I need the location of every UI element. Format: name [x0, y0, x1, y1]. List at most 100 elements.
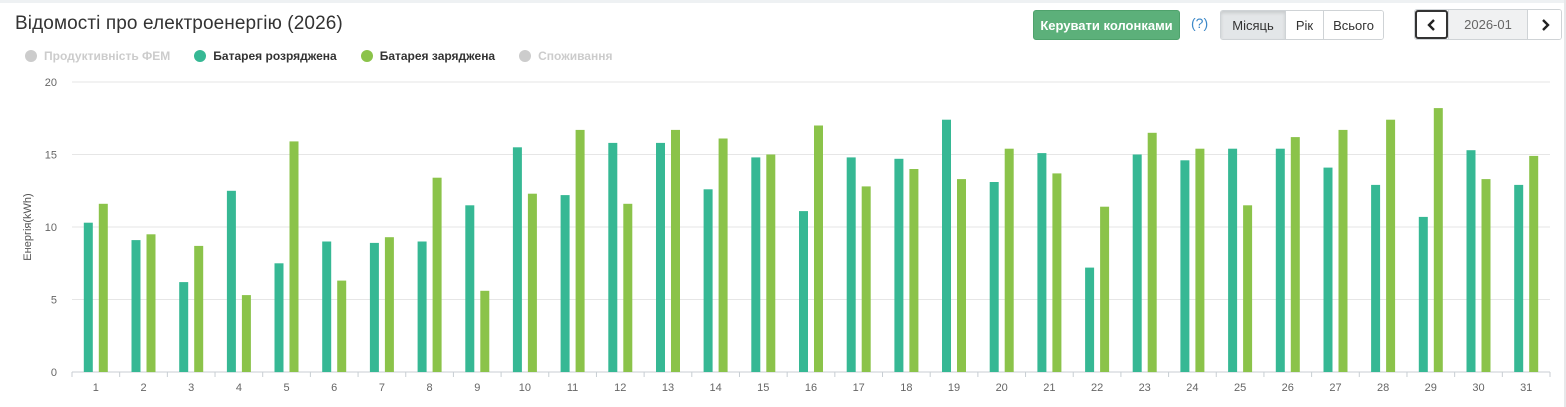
tab-all[interactable]: Всього	[1323, 11, 1383, 39]
bar-discharged-day-8[interactable]	[417, 241, 427, 373]
bar-charged-day-13[interactable]	[671, 129, 680, 372]
bar-charged-day-21[interactable]	[1052, 173, 1062, 372]
x-tick-label: 10	[519, 382, 531, 394]
bar-charged-day-12[interactable]	[623, 203, 633, 372]
bar-charged-day-7[interactable]	[384, 237, 394, 372]
bar-discharged-day-14[interactable]	[703, 189, 713, 372]
bar-discharged-day-3[interactable]	[179, 282, 189, 372]
bar-charged-day-4[interactable]	[241, 295, 251, 372]
legend-item-pv[interactable]: Продуктивність ФЕМ	[25, 49, 170, 63]
chart-legend: Продуктивність ФЕМ Батарея розряджена Ба…	[25, 49, 636, 63]
bar-discharged-day-5[interactable]	[274, 263, 284, 373]
bar-discharged-day-20[interactable]	[989, 182, 999, 372]
y-tick-label: 0	[51, 367, 57, 379]
legend-item-charged[interactable]: Батарея заряджена	[360, 49, 496, 63]
bar-discharged-day-18[interactable]	[894, 158, 904, 372]
bar-charged-day-29[interactable]	[1433, 108, 1443, 372]
x-tick-label: 3	[188, 382, 194, 394]
bar-charged-day-15[interactable]	[766, 154, 776, 373]
bar-charged-day-9[interactable]	[480, 290, 490, 372]
x-tick-label: 16	[805, 382, 817, 394]
bar-discharged-day-11[interactable]	[560, 195, 570, 372]
bar-charged-day-19[interactable]	[957, 179, 966, 372]
bar-charged-day-5[interactable]	[289, 141, 299, 372]
bar-discharged-day-30[interactable]	[1466, 150, 1476, 372]
bar-discharged-day-9[interactable]	[465, 205, 475, 373]
bar-discharged-day-22[interactable]	[1085, 267, 1095, 372]
prev-month-button[interactable]	[1415, 10, 1448, 39]
bar-charged-day-20[interactable]	[1004, 148, 1014, 372]
bar-charged-day-8[interactable]	[432, 177, 442, 372]
tab-year[interactable]: Рік	[1285, 11, 1323, 39]
bar-charged-day-18[interactable]	[909, 169, 919, 372]
x-tick-label: 19	[948, 382, 960, 394]
bar-charged-day-16[interactable]	[814, 125, 823, 373]
bar-discharged-day-25[interactable]	[1228, 148, 1238, 372]
x-tick-label: 7	[379, 382, 385, 394]
x-tick-label: 4	[236, 382, 242, 394]
period-tabs: Місяць Рік Всього	[1220, 10, 1384, 40]
x-tick-label: 12	[614, 382, 626, 394]
bar-charged-day-23[interactable]	[1147, 132, 1157, 373]
x-tick-label: 24	[1186, 382, 1198, 394]
chart-bars	[83, 108, 1539, 373]
legend-label: Батарея заряджена	[379, 49, 496, 63]
bar-discharged-day-10[interactable]	[512, 147, 522, 373]
bar-charged-day-1[interactable]	[98, 203, 108, 372]
bar-charged-day-17[interactable]	[861, 186, 871, 372]
bar-discharged-day-31[interactable]	[1514, 184, 1524, 372]
bar-discharged-day-2[interactable]	[131, 240, 141, 372]
bar-charged-day-25[interactable]	[1243, 205, 1253, 373]
x-tick-label: 1	[93, 382, 99, 394]
x-tick-label: 25	[1234, 382, 1246, 394]
bar-discharged-day-6[interactable]	[322, 241, 332, 373]
x-axis-ticks: 1 2 3 4 5 6 7 8 9 10 11 12 13 14 15 16 17 18 19 20 21 22 23 24 2…	[71, 372, 1551, 394]
bar-discharged-day-16[interactable]	[799, 211, 808, 372]
bar-discharged-day-29[interactable]	[1418, 216, 1428, 372]
bar-charged-day-26[interactable]	[1290, 137, 1300, 372]
bar-charged-day-11[interactable]	[575, 129, 585, 372]
bar-charged-day-3[interactable]	[194, 245, 204, 372]
bar-charged-day-30[interactable]	[1481, 179, 1491, 372]
bar-discharged-day-1[interactable]	[83, 222, 93, 372]
bar-discharged-day-15[interactable]	[751, 157, 761, 372]
bar-charged-day-22[interactable]	[1100, 206, 1110, 372]
bar-charged-day-31[interactable]	[1529, 155, 1539, 372]
bar-discharged-day-17[interactable]	[846, 157, 856, 372]
bar-discharged-day-12[interactable]	[608, 142, 618, 372]
bar-discharged-day-4[interactable]	[226, 190, 236, 373]
help-link[interactable]: (?)	[1191, 15, 1209, 31]
legend-item-consumption[interactable]: Споживання	[519, 49, 612, 63]
chevron-right-icon	[1541, 18, 1550, 31]
bar-discharged-day-19[interactable]	[942, 119, 951, 372]
legend-dot-icon	[25, 50, 37, 62]
tab-month[interactable]: Місяць	[1221, 11, 1285, 39]
current-date[interactable]: 2026-01	[1448, 10, 1528, 39]
y-tick-label: 20	[45, 77, 57, 89]
bar-charged-day-24[interactable]	[1195, 148, 1205, 372]
bar-charged-day-28[interactable]	[1386, 119, 1396, 372]
next-month-button[interactable]	[1528, 10, 1561, 39]
bar-charged-day-14[interactable]	[718, 138, 728, 373]
x-tick-label: 29	[1425, 382, 1437, 394]
bar-discharged-day-24[interactable]	[1180, 160, 1190, 372]
bar-discharged-day-7[interactable]	[369, 242, 379, 372]
legend-dot-icon	[519, 50, 532, 62]
x-tick-label: 13	[662, 382, 674, 394]
bar-discharged-day-23[interactable]	[1132, 154, 1142, 373]
bar-charged-day-2[interactable]	[146, 234, 156, 373]
y-tick-label: 10	[45, 222, 57, 234]
bar-charged-day-10[interactable]	[527, 193, 537, 372]
legend-item-discharged[interactable]: Батарея розряджена	[194, 49, 337, 63]
bar-discharged-day-21[interactable]	[1037, 153, 1047, 372]
bar-discharged-day-13[interactable]	[656, 142, 665, 372]
bar-discharged-day-28[interactable]	[1371, 184, 1381, 372]
bar-charged-day-6[interactable]	[337, 280, 347, 372]
bar-discharged-day-26[interactable]	[1275, 148, 1285, 372]
x-tick-label: 20	[996, 382, 1008, 394]
x-tick-label: 23	[1139, 382, 1151, 394]
bar-discharged-day-27[interactable]	[1323, 167, 1333, 372]
bar-charged-day-27[interactable]	[1338, 129, 1348, 372]
manage-columns-button[interactable]: Керувати колонками	[1033, 10, 1180, 40]
